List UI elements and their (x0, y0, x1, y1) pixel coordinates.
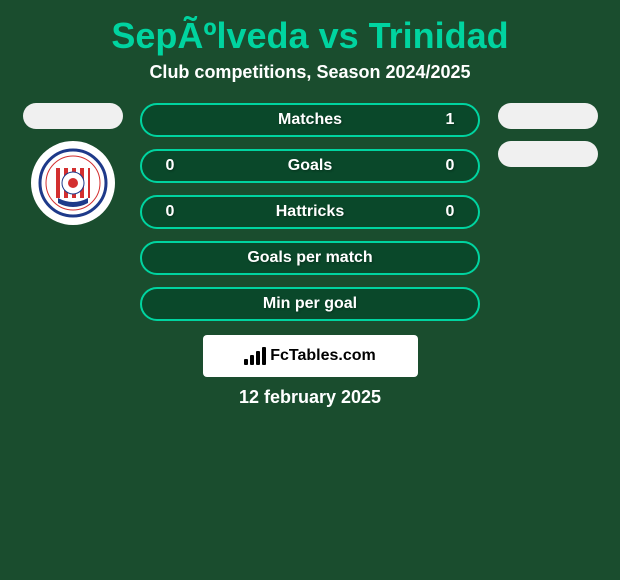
main-container: SepÃºlveda vs Trinidad Club competitions… (0, 0, 620, 413)
stat-right-value: 0 (440, 203, 460, 221)
page-title: SepÃºlveda vs Trinidad (0, 15, 620, 57)
left-player-column (15, 103, 130, 225)
right-team-avatar (498, 141, 598, 167)
stat-pill-matches: Matches 1 (140, 103, 480, 137)
guadalajara-badge-icon (31, 141, 115, 225)
stat-label: Hattricks (180, 203, 440, 221)
stat-right-value: 0 (440, 157, 460, 175)
subtitle: Club competitions, Season 2024/2025 (0, 62, 620, 83)
stat-pill-min-per-goal: Min per goal (140, 287, 480, 321)
stat-left-value: 0 (160, 203, 180, 221)
brand-bars-icon (244, 347, 266, 365)
stat-pill-goals-per-match: Goals per match (140, 241, 480, 275)
stat-label: Min per goal (160, 295, 460, 313)
date-text: 12 february 2025 (0, 387, 620, 408)
stats-column: Matches 1 0 Goals 0 0 Hattricks 0 Goals … (140, 103, 480, 321)
stat-label: Matches (180, 111, 440, 129)
stat-label: Goals (180, 157, 440, 175)
left-avatar (23, 103, 123, 129)
stat-pill-hattricks: 0 Hattricks 0 (140, 195, 480, 229)
main-layout: Matches 1 0 Goals 0 0 Hattricks 0 Goals … (0, 103, 620, 321)
right-player-column (490, 103, 605, 167)
brand-box[interactable]: FcTables.com (203, 335, 418, 377)
stat-left-value: 0 (160, 157, 180, 175)
stat-label: Goals per match (160, 249, 460, 267)
brand-text: FcTables.com (270, 347, 376, 365)
stat-right-value: 1 (440, 111, 460, 129)
stat-pill-goals: 0 Goals 0 (140, 149, 480, 183)
right-avatar (498, 103, 598, 129)
